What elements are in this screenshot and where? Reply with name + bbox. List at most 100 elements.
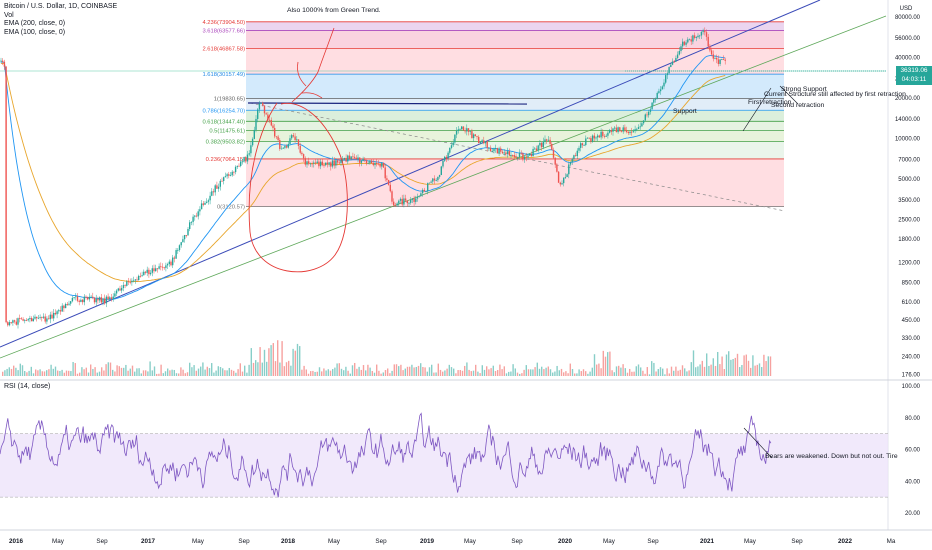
candle-body bbox=[544, 139, 546, 142]
candle-body bbox=[632, 130, 635, 132]
price-tick-label: 850.00 bbox=[902, 281, 921, 287]
volume-bar bbox=[171, 369, 173, 376]
candle-body bbox=[646, 114, 648, 116]
candle-body bbox=[49, 314, 51, 320]
volume-bar bbox=[657, 369, 659, 376]
candle-body bbox=[476, 136, 478, 137]
candle-body bbox=[155, 268, 157, 272]
candle-body bbox=[471, 131, 473, 139]
volume-bar bbox=[259, 347, 261, 376]
candle-body bbox=[297, 139, 300, 146]
candle-body bbox=[462, 126, 465, 131]
candle-body bbox=[515, 157, 517, 158]
volume-bar bbox=[618, 365, 620, 376]
candle-body bbox=[537, 145, 539, 151]
volume-bar bbox=[587, 373, 589, 376]
candle-body bbox=[671, 61, 674, 65]
volume-bar bbox=[497, 370, 499, 376]
candle-body bbox=[687, 39, 689, 43]
volume-bar bbox=[701, 360, 703, 376]
volume-bar bbox=[697, 366, 699, 376]
candle-body bbox=[129, 282, 131, 283]
candle-body bbox=[532, 148, 534, 157]
candle-body bbox=[132, 280, 135, 282]
volume-bar bbox=[263, 349, 266, 376]
candle-body bbox=[41, 317, 43, 318]
volume-bar bbox=[365, 370, 367, 376]
trend-lines[interactable] bbox=[0, 0, 887, 359]
candle-body bbox=[535, 148, 538, 151]
volume-bar bbox=[237, 369, 239, 376]
candle-body bbox=[430, 181, 432, 183]
candle-body bbox=[17, 318, 19, 325]
volume-bar bbox=[268, 348, 270, 376]
volume-bar bbox=[222, 368, 224, 376]
volume-bar bbox=[153, 366, 156, 376]
candle-body bbox=[673, 61, 675, 63]
candle-body bbox=[7, 322, 9, 326]
volume-bar bbox=[334, 367, 336, 376]
retraction-arrow bbox=[742, 87, 772, 132]
volume-bar bbox=[565, 371, 567, 376]
volume-bar bbox=[241, 371, 244, 376]
candle-body bbox=[185, 235, 187, 236]
candle-body bbox=[695, 37, 697, 38]
volume-bar bbox=[756, 364, 758, 376]
candle-body bbox=[92, 296, 94, 298]
volume-bar bbox=[162, 373, 164, 376]
candle-body bbox=[287, 144, 289, 148]
candle-body bbox=[452, 142, 454, 146]
volume-bar bbox=[730, 359, 732, 376]
volume-bar bbox=[437, 363, 439, 376]
candle-body bbox=[270, 120, 272, 126]
time-tick-label: 2017 bbox=[141, 538, 156, 545]
candle-body bbox=[602, 131, 604, 137]
candle-body bbox=[493, 148, 495, 152]
candle-body bbox=[10, 322, 12, 323]
candle-body bbox=[233, 171, 235, 173]
candle-body bbox=[540, 142, 543, 148]
volume-bar bbox=[505, 373, 508, 376]
fibonacci-retracement[interactable]: 4.236(73904.50) 3.618(63577.66) 2.618(4686… bbox=[202, 20, 784, 211]
candle-body bbox=[360, 160, 363, 163]
volume-bar bbox=[563, 372, 565, 376]
volume-bar bbox=[530, 369, 532, 376]
note-green-trend: Also 1000% from Green Trend. bbox=[287, 7, 381, 14]
candle-body bbox=[183, 235, 186, 240]
candle-body bbox=[144, 271, 147, 273]
candle-body bbox=[578, 147, 580, 151]
candle-body bbox=[330, 162, 332, 167]
candle-body bbox=[472, 134, 475, 139]
candle-body bbox=[170, 261, 172, 266]
candle-body bbox=[564, 176, 567, 178]
volume-bar bbox=[686, 371, 688, 376]
volume-bar bbox=[547, 366, 549, 376]
drawings[interactable]: Also 1000% from Green Trend. Strong Suppo… bbox=[248, 7, 906, 273]
candle-body bbox=[13, 320, 16, 322]
volume-bar bbox=[521, 373, 523, 376]
candle-body bbox=[513, 155, 516, 158]
candle-body bbox=[447, 152, 449, 159]
candle-body bbox=[47, 318, 50, 320]
candle-body bbox=[342, 159, 344, 161]
candle-body bbox=[314, 162, 317, 164]
price-series bbox=[0, 27, 726, 329]
candle-body bbox=[206, 201, 208, 203]
note-first-retraction: First retraction bbox=[748, 99, 792, 106]
volume-bar bbox=[83, 369, 85, 376]
volume-bar bbox=[145, 370, 147, 376]
candle-body bbox=[263, 105, 266, 114]
candle-body bbox=[166, 264, 169, 266]
candle-body bbox=[336, 160, 339, 163]
volume-bar bbox=[294, 350, 296, 376]
candle-body bbox=[607, 132, 609, 136]
candle-body bbox=[625, 129, 628, 133]
candle-body bbox=[372, 163, 374, 166]
candle-body bbox=[46, 318, 48, 322]
volume-bar bbox=[439, 369, 442, 376]
candle-body bbox=[641, 123, 643, 127]
fib-level-label: 1.618(30157.49) bbox=[202, 72, 245, 78]
candle-body bbox=[192, 216, 194, 222]
candle-body bbox=[277, 136, 279, 141]
